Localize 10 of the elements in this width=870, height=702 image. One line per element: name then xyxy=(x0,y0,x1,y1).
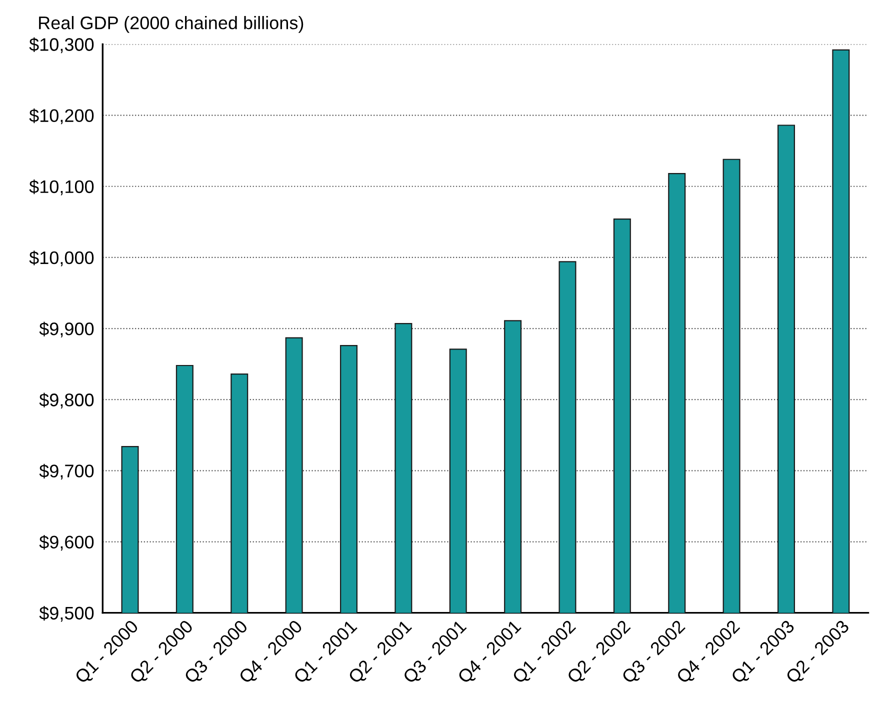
y-tick-label: $9,700 xyxy=(39,464,94,480)
y-tick-label: $9,500 xyxy=(39,606,94,622)
y-tick-label: $9,900 xyxy=(39,322,94,338)
y-tick-label: $10,300 xyxy=(29,37,94,54)
y-tick-label: $10,100 xyxy=(29,180,94,196)
y-tick-label: $10,000 xyxy=(29,250,94,266)
y-tick-label: $9,600 xyxy=(39,534,94,551)
y-tick-label: $10,200 xyxy=(29,108,94,124)
y-tick-label: $9,800 xyxy=(39,392,94,408)
y-axis-title: Real GDP (2000 chained billions) xyxy=(39,16,304,33)
